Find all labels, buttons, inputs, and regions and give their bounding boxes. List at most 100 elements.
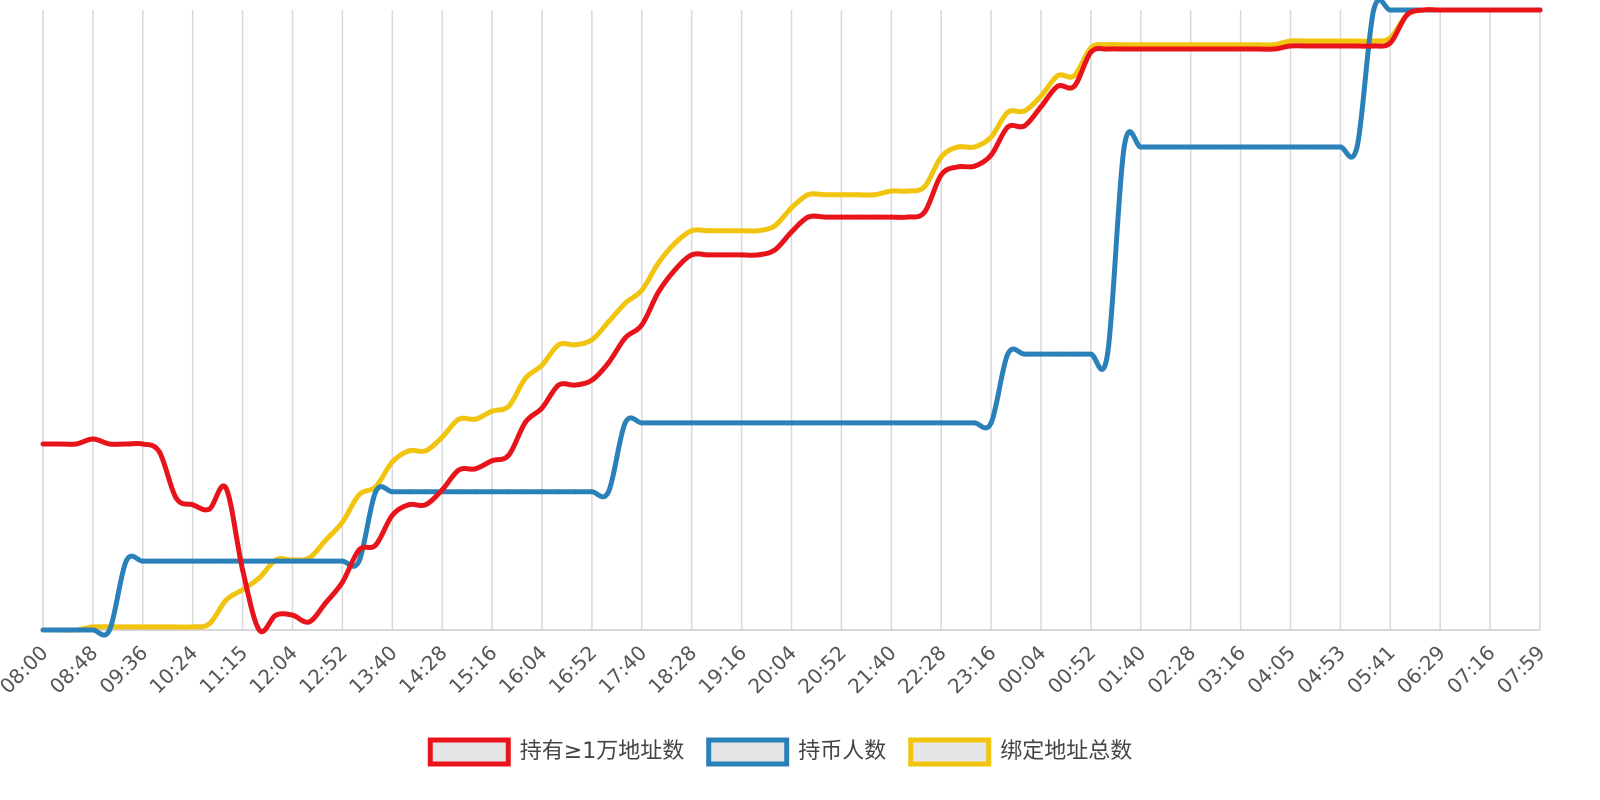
data-point [672, 240, 678, 246]
data-point [489, 489, 495, 495]
data-point [722, 420, 728, 426]
data-point [572, 342, 578, 348]
data-point [472, 416, 478, 422]
x-tick-label: 03:16 [1192, 641, 1250, 699]
data-point [1371, 38, 1377, 44]
data-point [256, 627, 262, 633]
data-point [1154, 42, 1160, 48]
data-point [173, 495, 179, 501]
data-point [556, 489, 562, 495]
data-point [1221, 42, 1227, 48]
data-point [705, 252, 711, 258]
x-tick-label: 12:04 [244, 641, 302, 699]
x-tick-label: 20:04 [743, 641, 801, 699]
data-point [1304, 38, 1310, 44]
data-point [439, 434, 445, 440]
x-tick-label: 21:40 [843, 641, 901, 699]
data-point [922, 209, 928, 215]
data-point [423, 502, 429, 508]
data-point [406, 502, 412, 508]
x-tick-label: 20:52 [793, 641, 851, 699]
x-tick-label: 00:04 [993, 641, 1051, 699]
data-point [905, 420, 911, 426]
data-point [156, 558, 162, 564]
x-tick-label: 04:05 [1242, 641, 1300, 699]
data-point [373, 542, 379, 548]
data-point [922, 420, 928, 426]
data-point [506, 489, 512, 495]
data-point [1071, 351, 1077, 357]
data-point [489, 458, 495, 464]
data-point [406, 448, 412, 454]
data-point [1071, 73, 1077, 79]
data-point [107, 627, 113, 633]
data-point [389, 489, 395, 495]
data-point [639, 322, 645, 328]
data-point [1254, 144, 1260, 150]
data-point [938, 172, 944, 178]
data-point [789, 420, 794, 426]
data-point [1421, 7, 1427, 13]
data-point [1105, 42, 1111, 48]
legend-swatch [706, 737, 790, 767]
data-point [323, 558, 329, 564]
data-point [1204, 46, 1210, 52]
data-point [705, 228, 711, 234]
data-point [522, 375, 528, 381]
x-tick-label: 08:00 [0, 641, 53, 699]
data-point [1005, 109, 1011, 115]
data-point [290, 612, 295, 618]
data-point [1537, 7, 1543, 13]
data-point [755, 252, 761, 258]
data-point [1288, 38, 1293, 44]
data-point [655, 420, 661, 426]
data-point [805, 420, 811, 426]
data-point [1504, 7, 1510, 13]
data-point [971, 420, 977, 426]
data-point [522, 489, 528, 495]
data-point [506, 452, 512, 458]
x-tick-label: 18:28 [644, 641, 702, 699]
data-point [622, 300, 628, 306]
data-point [988, 420, 994, 426]
data-point [572, 489, 578, 495]
data-point [872, 214, 878, 220]
data-point [888, 188, 894, 194]
data-point [40, 441, 46, 447]
data-point [938, 154, 944, 160]
data-point [855, 214, 861, 220]
data-point [1404, 12, 1410, 18]
legend-swatch [908, 737, 992, 767]
data-point [1288, 43, 1293, 49]
data-point [423, 489, 429, 495]
x-tick-label: 06:29 [1392, 641, 1450, 699]
data-point [1138, 144, 1144, 150]
x-tick-label: 00:52 [1043, 641, 1101, 699]
data-point [522, 419, 528, 425]
data-point [1071, 83, 1077, 89]
data-point [40, 627, 46, 633]
data-point [140, 624, 146, 630]
data-point [1055, 73, 1061, 79]
data-point [1204, 144, 1210, 150]
data-point [905, 188, 911, 194]
data-point [1321, 144, 1327, 150]
data-point [955, 144, 961, 150]
data-point [1337, 43, 1343, 49]
data-point [506, 403, 512, 409]
data-point [339, 579, 345, 585]
data-point [988, 152, 994, 158]
data-point [1371, 43, 1377, 49]
data-point [606, 319, 612, 325]
data-point [622, 420, 628, 426]
data-point [1337, 38, 1343, 44]
data-point [739, 252, 745, 258]
data-point [822, 420, 828, 426]
data-point [290, 558, 295, 564]
data-point [140, 441, 146, 447]
data-point [639, 420, 645, 426]
data-point [822, 192, 828, 198]
data-point [1304, 43, 1310, 49]
data-point [971, 144, 977, 150]
data-point [223, 558, 229, 564]
